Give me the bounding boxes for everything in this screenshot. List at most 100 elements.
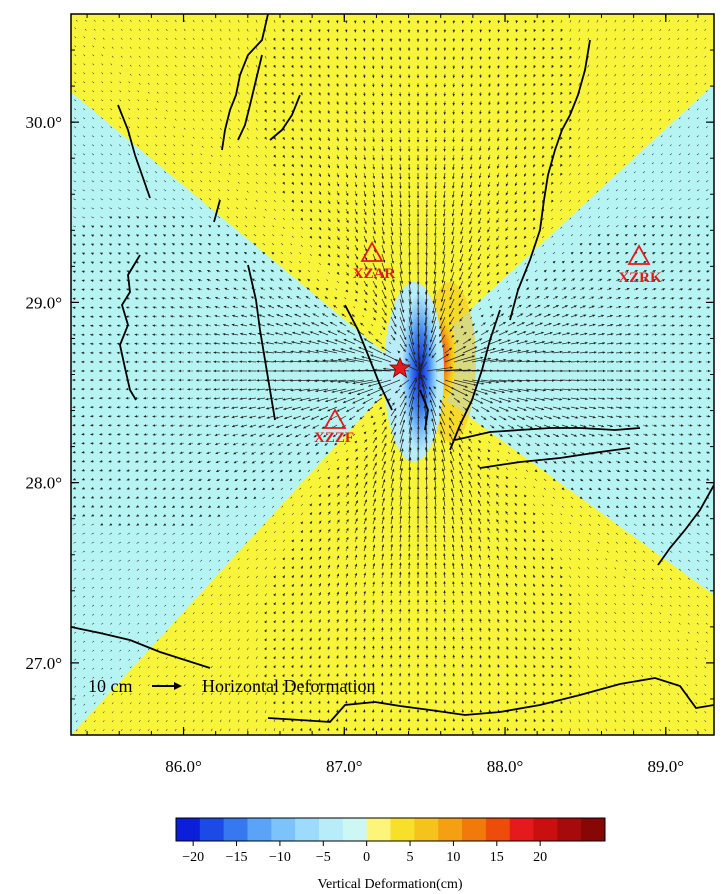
displacement-vector bbox=[75, 19, 78, 22]
displacement-vector bbox=[227, 198, 230, 201]
displacement-arrowhead bbox=[282, 137, 285, 140]
displacement-vector bbox=[560, 208, 563, 212]
displacement-arrowhead bbox=[407, 30, 411, 33]
displacement-arrowhead bbox=[363, 111, 366, 115]
displacement-vector bbox=[641, 100, 644, 103]
displacement-vector bbox=[127, 207, 131, 210]
displacement-arrowhead bbox=[345, 84, 348, 87]
displacement-arrowhead bbox=[371, 84, 375, 88]
displacement-arrowhead bbox=[496, 156, 500, 160]
displacement-vector bbox=[687, 180, 691, 183]
displacement-vector bbox=[642, 153, 645, 156]
displacement-vector bbox=[246, 91, 249, 95]
displacement-arrowhead bbox=[407, 195, 411, 199]
displacement-vector bbox=[596, 55, 599, 59]
displacement-arrowhead bbox=[706, 270, 710, 273]
displacement-vector bbox=[678, 117, 681, 120]
displacement-arrowhead bbox=[300, 92, 303, 96]
displacement-arrowhead bbox=[506, 74, 509, 78]
displacement-arrowhead bbox=[470, 38, 474, 42]
displacement-arrowhead bbox=[225, 252, 229, 255]
displacement-arrowhead bbox=[90, 270, 94, 273]
displacement-arrowhead bbox=[399, 195, 402, 199]
displacement-vector bbox=[587, 154, 590, 158]
displacement-arrowhead bbox=[264, 109, 267, 113]
displacement-vector bbox=[587, 28, 590, 32]
displacement-arrowhead bbox=[597, 243, 601, 246]
displacement-vector bbox=[588, 207, 591, 210]
displacement-arrowhead bbox=[551, 119, 554, 123]
displacement-vector bbox=[578, 127, 581, 131]
displacement-vector bbox=[83, 99, 86, 102]
displacement-arrowhead bbox=[291, 47, 294, 50]
displacement-vector bbox=[614, 100, 617, 104]
displacement-arrowhead bbox=[458, 311, 462, 315]
displacement-arrowhead bbox=[416, 21, 420, 24]
displacement-arrowhead bbox=[273, 145, 276, 149]
displacement-arrowhead bbox=[90, 297, 94, 301]
displacement-arrowhead bbox=[497, 65, 500, 69]
displacement-vector bbox=[632, 100, 635, 104]
displacement-vector bbox=[246, 127, 249, 131]
displacement-arrowhead bbox=[318, 218, 322, 222]
displacement-vector bbox=[110, 81, 113, 84]
displacement-arrowhead bbox=[697, 234, 700, 237]
displacement-arrowhead bbox=[408, 214, 411, 218]
displacement-arrowhead bbox=[697, 225, 700, 228]
displacement-arrowhead bbox=[409, 311, 413, 315]
displacement-arrowhead bbox=[416, 39, 420, 42]
displacement-arrowhead bbox=[309, 92, 312, 96]
displacement-vector bbox=[91, 189, 95, 192]
displacement-vector bbox=[668, 100, 671, 103]
displacement-vector bbox=[127, 144, 131, 147]
displacement-arrowhead bbox=[652, 234, 655, 237]
displacement-arrowhead bbox=[108, 279, 112, 282]
displacement-arrowhead bbox=[523, 227, 527, 230]
displacement-arrowhead bbox=[470, 148, 473, 152]
displacement-arrowhead bbox=[318, 200, 322, 204]
displacement-arrowhead bbox=[336, 129, 339, 133]
displacement-arrowhead bbox=[268, 296, 272, 299]
displacement-arrowhead bbox=[318, 56, 321, 60]
displacement-arrowhead bbox=[425, 75, 429, 79]
displacement-arrowhead bbox=[461, 121, 464, 124]
displacement-arrowhead bbox=[327, 165, 331, 169]
displacement-arrowhead bbox=[225, 269, 228, 273]
displacement-arrowhead bbox=[461, 167, 464, 170]
map-plot-area: XZAR XZRK XZZF 10 cm Horizontal Deformat… bbox=[71, 14, 714, 735]
displacement-arrowhead bbox=[488, 56, 491, 60]
displacement-vector bbox=[183, 64, 186, 68]
displacement-vector bbox=[578, 55, 581, 59]
displacement-arrowhead bbox=[108, 306, 111, 309]
displacement-arrowhead bbox=[451, 195, 455, 198]
displacement-vector bbox=[82, 171, 86, 174]
displacement-arrowhead bbox=[461, 57, 465, 60]
displacement-arrowhead bbox=[533, 47, 536, 51]
displacement-arrowhead bbox=[487, 202, 491, 206]
displacement-arrowhead bbox=[250, 305, 254, 308]
displacement-arrowhead bbox=[390, 148, 393, 152]
displacement-arrowhead bbox=[365, 283, 368, 287]
displacement-arrowhead bbox=[416, 214, 420, 218]
displacement-vector bbox=[228, 145, 231, 149]
displacement-arrowhead bbox=[687, 225, 691, 228]
displacement-arrowhead bbox=[449, 297, 453, 300]
displacement-arrowhead bbox=[470, 20, 474, 24]
displacement-arrowhead bbox=[542, 191, 545, 194]
displacement-arrowhead bbox=[309, 218, 313, 221]
displacement-arrowhead bbox=[309, 65, 312, 69]
displacement-arrowhead bbox=[570, 252, 574, 255]
displacement-vector bbox=[677, 46, 680, 49]
displacement-vector bbox=[587, 136, 590, 140]
displacement-vector bbox=[641, 64, 644, 68]
displacement-vector bbox=[298, 261, 302, 264]
displacement-vector bbox=[579, 216, 582, 219]
displacement-vector bbox=[102, 37, 105, 40]
displacement-arrowhead bbox=[372, 139, 375, 143]
east-cyan-lobe bbox=[405, 84, 714, 595]
displacement-vector bbox=[704, 46, 707, 49]
displacement-vector bbox=[596, 172, 599, 175]
displacement-arrowhead bbox=[470, 66, 474, 69]
displacement-arrowhead bbox=[606, 234, 610, 237]
displacement-vector bbox=[163, 171, 167, 174]
